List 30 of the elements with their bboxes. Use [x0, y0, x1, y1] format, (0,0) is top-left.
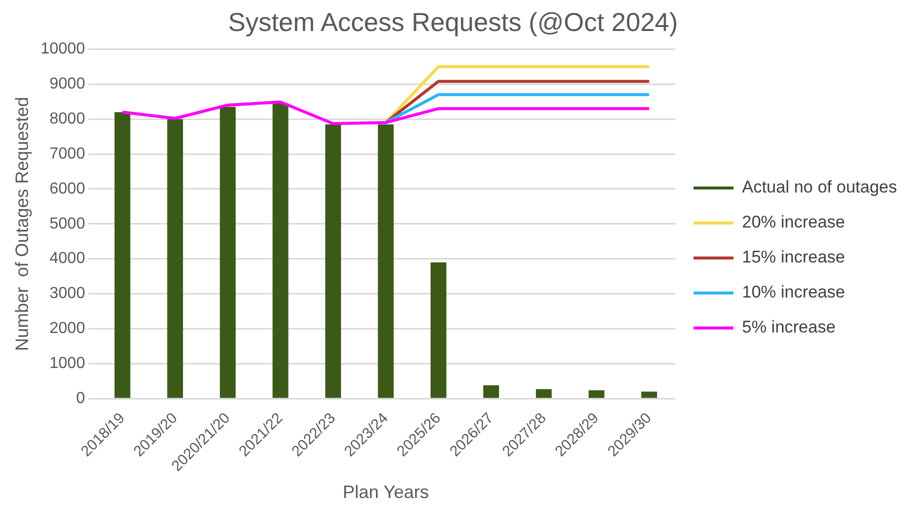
bar	[220, 106, 236, 398]
y-tick-label: 9000	[50, 76, 86, 93]
bar	[272, 103, 288, 398]
x-axis-title: Plan Years	[342, 482, 429, 502]
y-tick-label: 5000	[50, 215, 86, 232]
bar	[167, 119, 184, 398]
y-tick-label: 1000	[50, 355, 86, 372]
bar	[114, 112, 130, 398]
y-tick-label: 8000	[50, 110, 86, 128]
bar	[483, 385, 500, 398]
legend-label: 15% increase	[742, 248, 846, 267]
legend-label: 5% increase	[742, 318, 836, 337]
y-tick-label: 7000	[50, 145, 86, 162]
y-tick-label: 6000	[50, 180, 86, 198]
bar	[641, 392, 658, 398]
y-tick-label: 2000	[50, 320, 86, 338]
y-axis-title: Number of Outages Requested	[12, 96, 32, 351]
bar	[378, 124, 394, 398]
chart-title: System Access Requests (@Oct 2024)	[228, 6, 678, 37]
y-tick-label: 0	[76, 390, 86, 407]
y-tick-label: 3000	[50, 285, 86, 302]
bar	[430, 262, 446, 398]
bar	[536, 389, 552, 398]
y-tick-label: 4000	[50, 250, 86, 268]
bar	[325, 124, 342, 398]
y-tick-label: 10000	[40, 40, 86, 58]
bar	[588, 390, 604, 398]
legend-label: 20% increase	[742, 212, 846, 232]
legend-label: 10% increase	[742, 282, 846, 302]
legend-label: Actual no of outages	[742, 178, 898, 197]
